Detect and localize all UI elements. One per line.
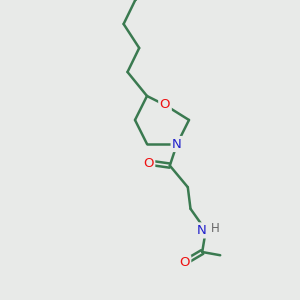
- Text: N: N: [172, 137, 182, 151]
- Text: O: O: [179, 256, 190, 269]
- Text: O: O: [160, 98, 170, 112]
- Text: H: H: [211, 222, 220, 236]
- Text: N: N: [196, 224, 206, 237]
- Text: O: O: [143, 157, 154, 170]
